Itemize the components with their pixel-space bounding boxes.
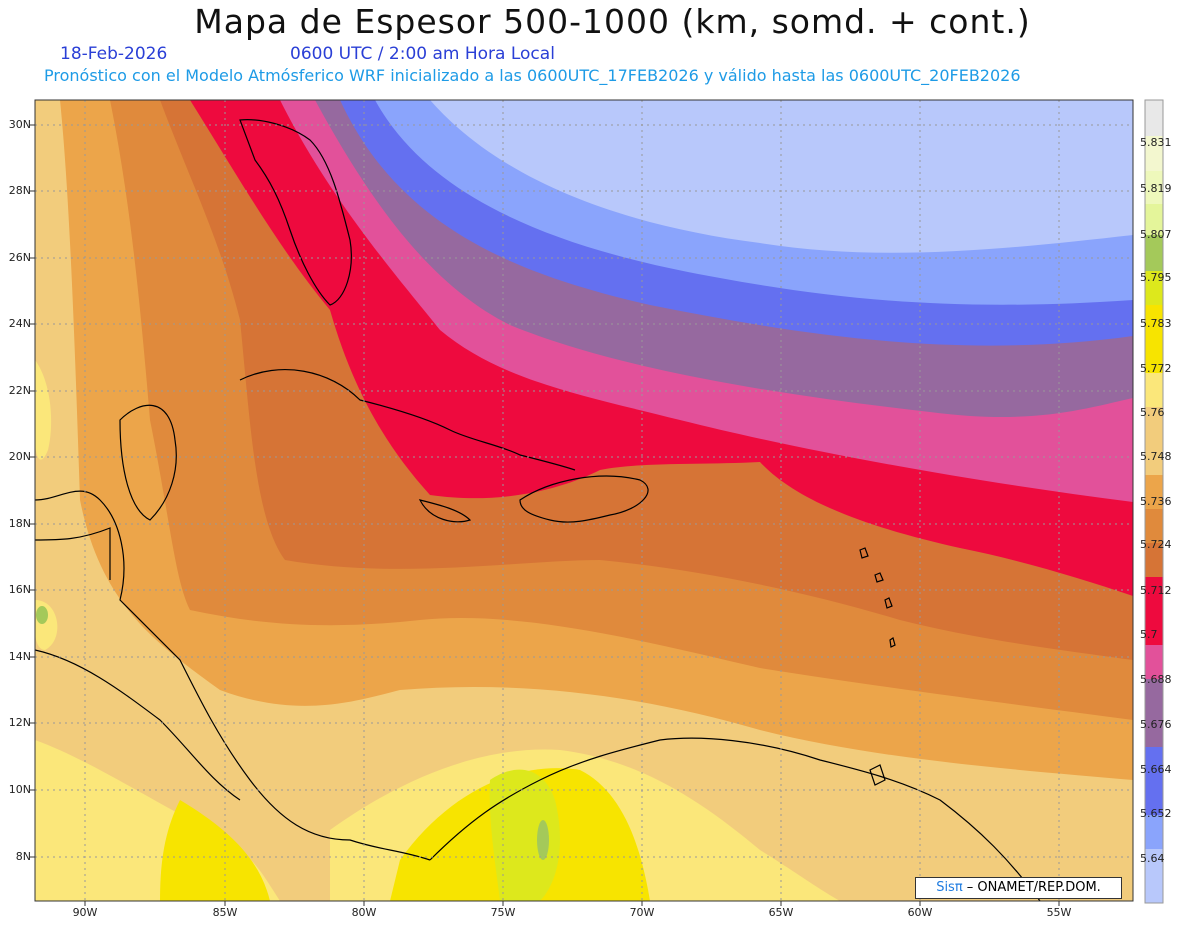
thickness-bands (35, 100, 1133, 901)
credit-text: – ONAMET/REP.DOM. (962, 880, 1101, 895)
forecast-description: Pronóstico con el Modelo Atmósferico WRF… (44, 66, 1021, 85)
lon-label-85w: 85W (212, 906, 238, 919)
legend-swatch-10 (1145, 441, 1163, 475)
legend-swatch-16 (1145, 645, 1163, 679)
lat-label-28n: 28N (8, 184, 31, 197)
legend-label: 5.772 (1140, 362, 1172, 375)
legend-swatch-8 (1145, 373, 1163, 407)
lat-label-10n: 10N (8, 783, 31, 796)
legend-swatch-15 (1145, 611, 1163, 645)
lon-label-55w: 55W (1046, 906, 1072, 919)
legend-swatch-14 (1145, 577, 1163, 611)
map-frame (34, 99, 1134, 902)
forecast-time: 0600 UTC / 2:00 am Hora Local (290, 44, 555, 64)
credit-box: Sisπ – ONAMET/REP.DOM. (915, 877, 1122, 899)
legend-label: 5.724 (1140, 538, 1172, 551)
legend-label: 5.736 (1140, 495, 1172, 508)
map-title: Mapa de Espesor 500-1000 (km, somd. + co… (194, 2, 1031, 41)
legend-swatch-7 (1145, 339, 1163, 373)
lon-label-75w: 75W (490, 906, 516, 919)
lat-label-14n: 14N (8, 650, 31, 663)
lat-label-8n: 8N (15, 850, 31, 863)
lon-label-80w: 80W (351, 906, 377, 919)
legend-label: 5.652 (1140, 807, 1172, 820)
lon-label-60w: 60W (907, 906, 933, 919)
lat-label-26n: 26N (8, 251, 31, 264)
lat-label-24n: 24N (8, 317, 31, 330)
lat-label-18n: 18N (8, 517, 31, 530)
lat-label-20n: 20N (8, 450, 31, 463)
legend-swatch-4 (1145, 235, 1163, 271)
legend-label: 5.688 (1140, 673, 1172, 686)
legend-swatch-6 (1145, 305, 1163, 339)
axis-ticks (30, 124, 1060, 906)
legend-swatch-2 (1145, 171, 1163, 204)
band-5-772-sw (160, 800, 270, 901)
legend-label: 5.676 (1140, 718, 1172, 731)
legend-swatch-0 (1145, 100, 1163, 136)
legend-label: 5.783 (1140, 317, 1172, 330)
legend-swatch-17 (1145, 679, 1163, 713)
credit-logo: Sisπ (936, 880, 963, 895)
legend-swatch-21 (1145, 815, 1163, 849)
lat-label-16n: 16N (8, 583, 31, 596)
legend-label: 5.748 (1140, 450, 1172, 463)
legend-swatch-13 (1145, 543, 1163, 577)
legend-swatch-20 (1145, 781, 1163, 815)
lat-label-30n: 30N (8, 118, 31, 131)
lon-label-65w: 65W (768, 906, 794, 919)
band-5-795-pacific (36, 606, 48, 624)
legend-swatch-1 (1145, 136, 1163, 171)
legend-label: 5.819 (1140, 182, 1172, 195)
legend-label: 5.807 (1140, 228, 1172, 241)
legend-label: 5.712 (1140, 584, 1172, 597)
legend-swatch-19 (1145, 747, 1163, 781)
legend-label: 5.64 (1140, 852, 1165, 865)
lon-label-70w: 70W (629, 906, 655, 919)
legend-swatch-9 (1145, 407, 1163, 441)
legend-label: 5.831 (1140, 136, 1172, 149)
band-5-795 (537, 820, 549, 860)
forecast-date: 18-Feb-2026 (60, 44, 168, 64)
band-5-76-west (35, 360, 52, 460)
legend-swatch-22 (1145, 849, 1163, 903)
legend-label: 5.664 (1140, 763, 1172, 776)
legend-label: 5.76 (1140, 406, 1165, 419)
lat-label-12n: 12N (8, 716, 31, 729)
legend-colorbar (1144, 99, 1164, 904)
legend-label: 5.7 (1140, 628, 1158, 641)
legend-swatch-18 (1145, 713, 1163, 747)
band-5-783 (489, 769, 560, 901)
graticule (35, 100, 1133, 901)
legend-label: 5.795 (1140, 271, 1172, 284)
legend-swatch-11 (1145, 475, 1163, 509)
lat-label-22n: 22N (8, 384, 31, 397)
legend-swatch-5 (1145, 271, 1163, 305)
legend-swatch-12 (1145, 509, 1163, 543)
band-5-736 (35, 100, 1133, 901)
lon-label-90w: 90W (72, 906, 98, 919)
legend-swatch-3 (1145, 204, 1163, 235)
